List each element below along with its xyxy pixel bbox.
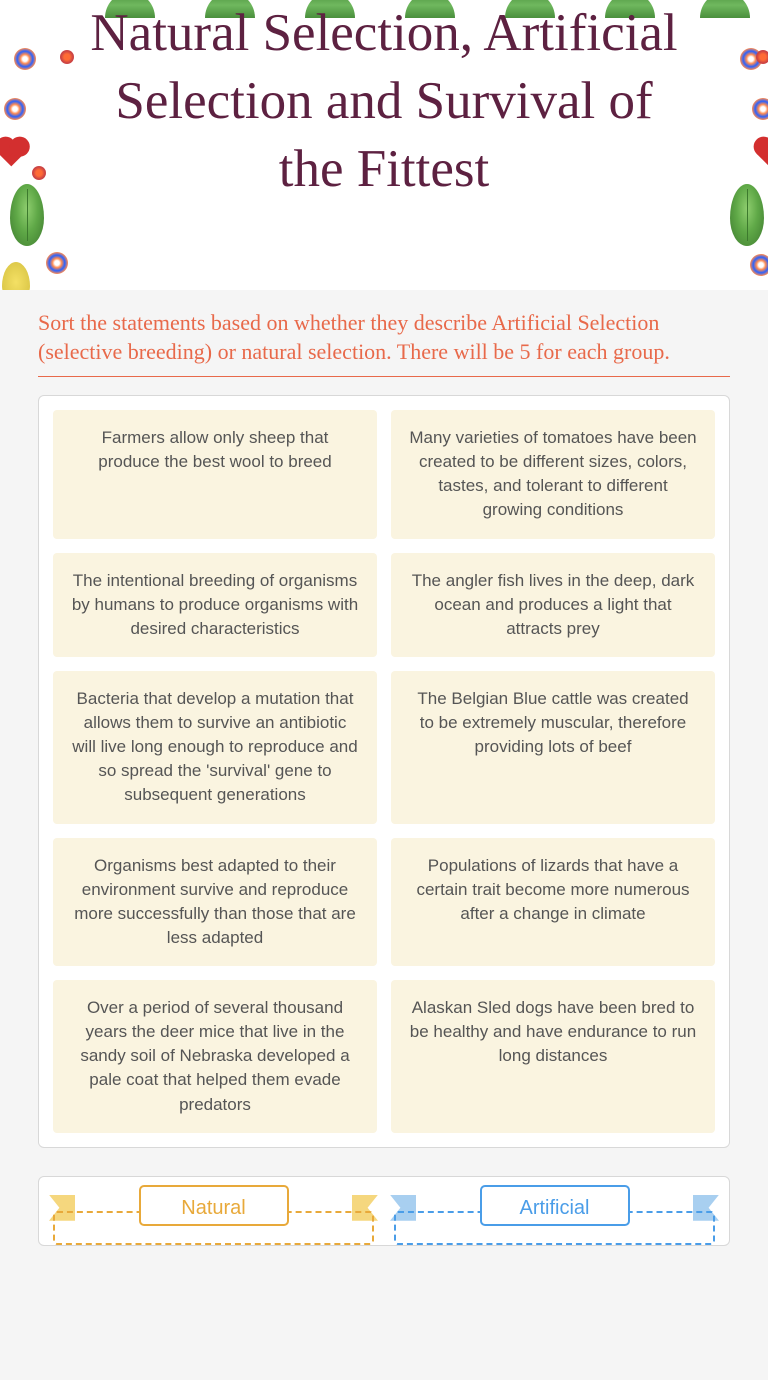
flower-icon: [750, 44, 768, 70]
statement-card[interactable]: The Belgian Blue cattle was created to b…: [391, 671, 715, 824]
statement-card[interactable]: The intentional breeding of organisms by…: [53, 553, 377, 657]
statement-card[interactable]: The angler fish lives in the deep, dark …: [391, 553, 715, 657]
header-section: Natural Selection, Artificial Selection …: [0, 0, 768, 290]
flower-icon: [26, 160, 52, 186]
zone-label-text: Artificial: [519, 1197, 589, 1219]
ornament-icon: [4, 98, 26, 120]
leaf-icon: [730, 184, 764, 246]
heart-icon: [758, 140, 768, 164]
zone-label-text: Natural: [181, 1197, 245, 1219]
instructions-text: Sort the statements based on whether the…: [38, 308, 730, 377]
ornament-icon: [752, 98, 768, 120]
statement-card[interactable]: Bacteria that develop a mutation that al…: [53, 671, 377, 824]
ornament-icon: [46, 252, 68, 274]
leaf-icon: [2, 262, 30, 290]
statement-card[interactable]: Many varieties of tomatoes have been cre…: [391, 410, 715, 539]
statement-card[interactable]: Farmers allow only sheep that produce th…: [53, 410, 377, 539]
zone-label-artificial: Artificial: [480, 1185, 630, 1226]
ornament-icon: [740, 48, 762, 70]
ornament-icon: [14, 48, 36, 70]
drop-zone-artificial[interactable]: Artificial: [394, 1191, 715, 1245]
leaf-icon: [10, 184, 44, 246]
statement-card[interactable]: Organisms best adapted to their environm…: [53, 838, 377, 967]
page-title: Natural Selection, Artificial Selection …: [80, 0, 688, 203]
statement-card[interactable]: Over a period of several thousand years …: [53, 980, 377, 1133]
statement-card[interactable]: Populations of lizards that have a certa…: [391, 838, 715, 967]
ornament-icon: [750, 254, 768, 276]
heart-icon: [0, 140, 24, 164]
flower-icon: [54, 44, 80, 70]
cards-grid: Farmers allow only sheep that produce th…: [53, 410, 715, 1133]
cards-container: Farmers allow only sheep that produce th…: [38, 395, 730, 1148]
statement-card[interactable]: Alaskan Sled dogs have been bred to be h…: [391, 980, 715, 1133]
drop-zone-natural[interactable]: Natural: [53, 1191, 374, 1245]
zone-label-natural: Natural: [139, 1185, 289, 1226]
content-section: Sort the statements based on whether the…: [0, 290, 768, 1276]
leaf-icon: [700, 0, 750, 18]
drop-zones-container: Natural Artificial: [38, 1176, 730, 1246]
